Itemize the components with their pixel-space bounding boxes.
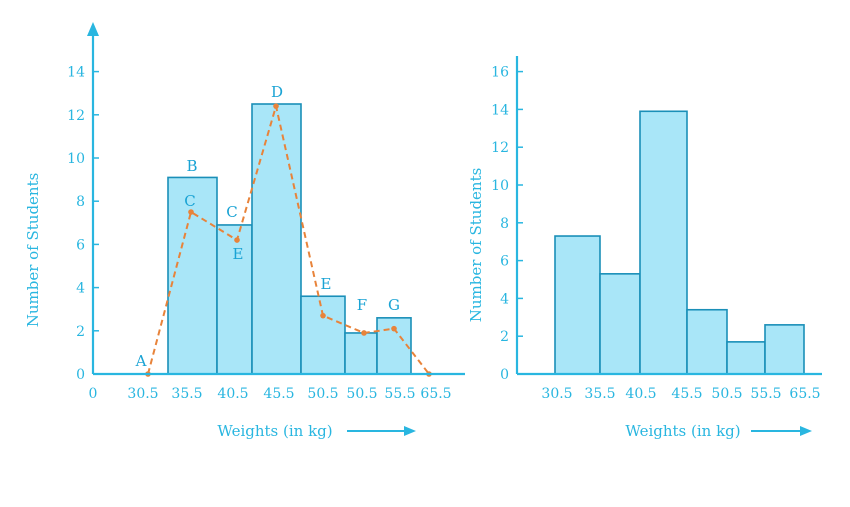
left-y-tick-label: 0 [76,367,85,383]
right-histogram-bar [686,308,728,375]
left-x-label-arrow-head [404,426,416,436]
right-y-tick-label: 8 [500,216,509,232]
right-x-tick-label: 65.5 [789,386,820,402]
left-y-tick-label: 12 [67,108,85,124]
right-histogram-bar [639,110,688,375]
left-point-label: C [226,203,237,221]
left-histogram-bar [216,224,253,375]
right-x-tick-label: 40.5 [625,386,656,402]
right-x-label-arrow-head [800,426,812,436]
right-x-tick-label: 55.5 [750,386,781,402]
left-x-tick-label: 55.5 [384,386,415,402]
left-point-label: B [186,157,197,175]
left-histogram-bar [251,103,302,375]
left-polygon-point [361,330,367,336]
right-y-tick-label: 6 [500,254,509,270]
left-x-axis-label: Weights (in kg) [217,422,332,440]
right-histogram-bar [726,341,766,375]
left-histogram-bar [344,332,378,375]
left-frequency-polygon-line [147,105,430,375]
right-x-axis-label: Weights (in kg) [625,422,740,440]
left-y-tick-label: 2 [76,324,85,340]
right-y-tick-label: 12 [491,140,509,156]
right-y-tick-label: 16 [491,65,509,81]
right-x-tick-label: 35.5 [584,386,615,402]
left-point-label: G [388,296,400,314]
right-y-axis-label: Number of Students [467,168,485,323]
left-y-tick-label: 6 [76,237,85,253]
right-y-tick-label: 10 [491,178,509,194]
left-x-tick-label: 40.5 [217,386,248,402]
right-y-tick-label: 2 [500,329,509,345]
left-point-label: F [357,296,367,314]
left-x-tick-label: 45.5 [263,386,294,402]
right-x-tick-label: 45.5 [671,386,702,402]
right-histogram-bar [554,235,601,375]
left-x-tick-label: 50.5 [307,386,338,402]
left-polygon-point [188,209,194,215]
right-y-tick-label: 4 [500,291,509,307]
left-y-axis-label: Number of Students [24,173,42,328]
left-x-tick-label: 65.5 [420,386,451,402]
left-x-tick-label: 30.5 [127,386,158,402]
left-point-label: A [135,352,147,370]
right-histogram-bar [599,273,641,375]
right-histogram-bar [764,324,805,375]
left-y-tick-label: 14 [67,65,85,81]
left-polygon-point [391,325,397,332]
left-x-tick-label: 50.5 [346,386,377,402]
right-x-tick-label: 30.5 [541,386,572,402]
left-point-label: E [321,275,332,293]
left-polygon-point [273,103,279,109]
left-y-tick-label: 8 [76,194,85,210]
left-polygon-point [234,237,240,243]
left-y-tick-label: 4 [76,281,85,297]
left-y-tick-label: 10 [67,151,85,167]
left-polygon-point [320,312,326,319]
left-x-tick-label: 35.5 [171,386,202,402]
left-point-label: E [233,245,244,263]
right-y-tick-label: 14 [491,102,509,118]
right-x-tick-label: 50.5 [711,386,742,402]
left-x-tick-label: 0 [89,386,98,402]
left-histogram-bar [300,295,346,375]
left-point-label: C [184,192,195,210]
left-y-axis-arrow [87,22,99,36]
right-histogram-chart: 0 2 4 6 8 10 12 14 16 30.5 35.5 40.5 45.5 50.5 55.5 65… [467,56,822,440]
left-point-label: D [271,83,283,101]
right-y-tick-label: 0 [500,367,509,383]
